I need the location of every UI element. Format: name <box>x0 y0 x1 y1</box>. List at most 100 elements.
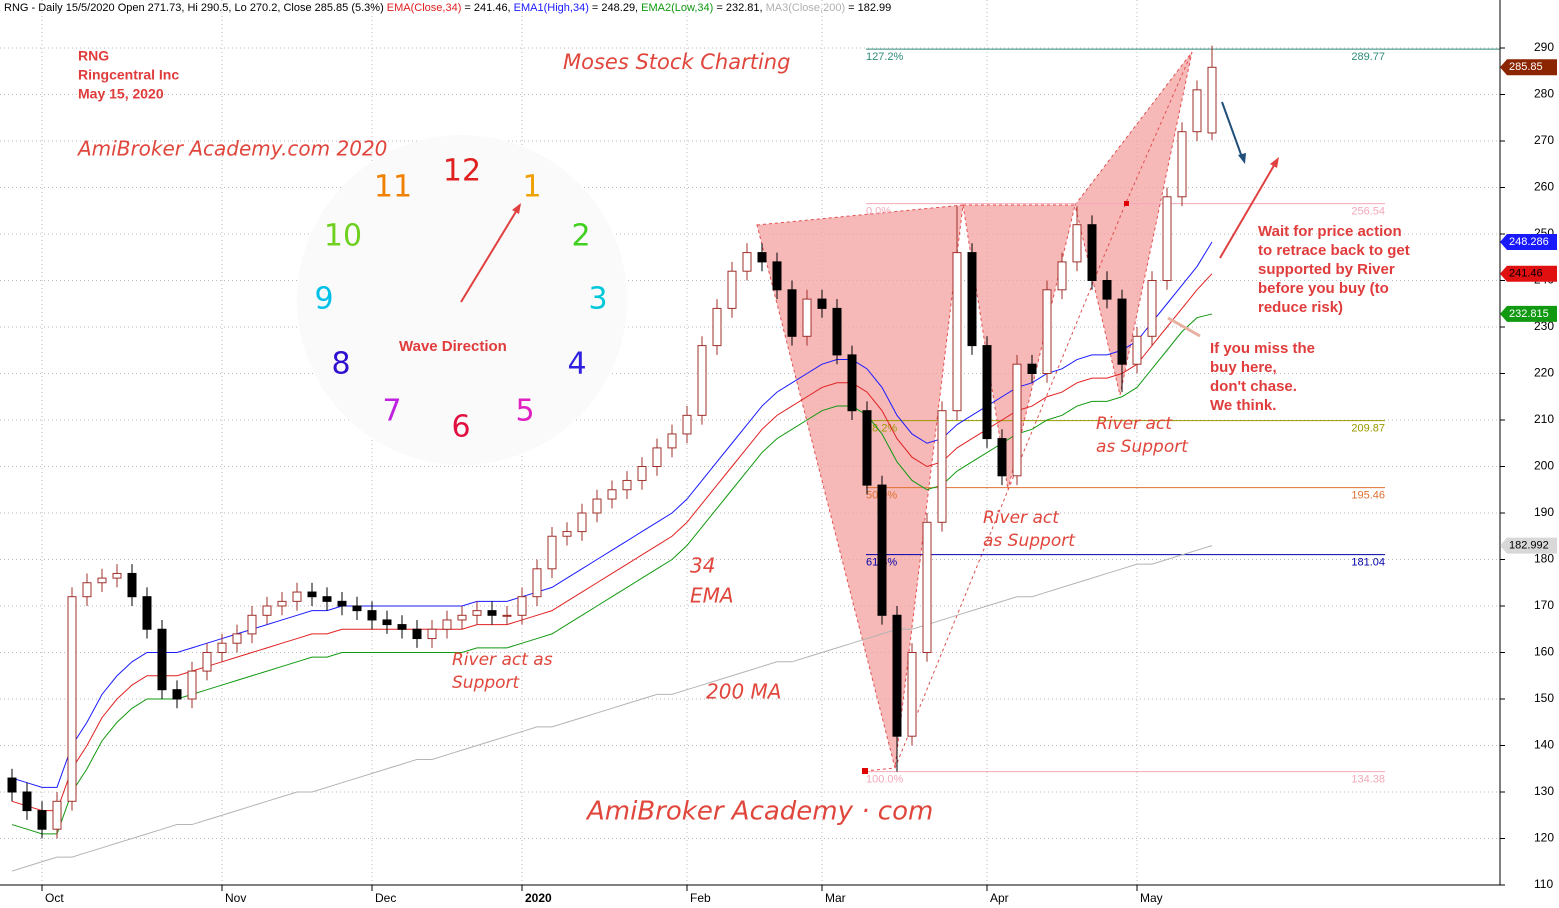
header-part: EMA(Close,34) <box>387 2 462 14</box>
price-tag <box>1500 305 1557 322</box>
candle-body <box>802 298 812 337</box>
candle-body <box>742 252 752 272</box>
y-tick-label: 170 <box>1534 598 1554 612</box>
candle-body <box>382 619 392 626</box>
fib-label: 0.0% <box>866 205 891 217</box>
candle-body <box>187 670 197 700</box>
note-line: supported by River <box>1258 261 1395 278</box>
candle-body <box>502 614 512 617</box>
candle-body <box>967 252 977 347</box>
candle-body <box>892 614 902 737</box>
candle-body <box>217 642 227 654</box>
candle-body <box>232 633 242 644</box>
candle-body <box>922 521 932 653</box>
candle-body <box>592 498 602 514</box>
clock-number: 7 <box>382 394 401 429</box>
candle-body <box>622 479 632 491</box>
site: AmiBroker Academy.com 2020 <box>76 137 387 161</box>
price-tag <box>1500 59 1557 76</box>
candle-body <box>817 298 827 309</box>
note-line: We think. <box>1210 397 1276 414</box>
x-tick-label: Nov <box>225 891 246 905</box>
fib-value: 134.38 <box>1351 774 1385 786</box>
arrow <box>1219 161 1277 259</box>
candle-body <box>1072 224 1082 263</box>
candle-body <box>862 410 872 486</box>
y-tick-label: 190 <box>1534 505 1554 519</box>
candle-body <box>1132 335 1142 365</box>
candle-body <box>832 307 842 356</box>
candle-body <box>397 624 407 630</box>
note-line: reduce risk) <box>1258 299 1343 316</box>
candle-body <box>367 610 377 621</box>
candle-body <box>757 252 767 263</box>
indicator-line <box>11 545 1213 872</box>
company: Ringcentral Inc <box>78 67 179 83</box>
arrow <box>1221 101 1244 161</box>
pattern <box>1074 51 1193 396</box>
candle-body <box>472 610 482 616</box>
candle-body <box>1177 131 1187 198</box>
candle-body <box>547 535 557 570</box>
candle-body <box>172 689 182 700</box>
candle-body <box>82 582 92 598</box>
header-part: EMA1(High,34) <box>514 2 589 14</box>
header-part: = 241.46, <box>461 2 513 14</box>
candle-body <box>457 614 467 621</box>
candle-body <box>997 438 1007 477</box>
annotation: 34 <box>690 554 715 578</box>
y-tick-label: 200 <box>1534 459 1554 473</box>
candle-body <box>442 619 452 630</box>
candle-body <box>682 414 692 435</box>
pattern <box>756 204 964 769</box>
y-tick-label: 260 <box>1534 180 1554 194</box>
indicator-line <box>11 241 1213 788</box>
candle-body <box>487 610 497 616</box>
clock-number: 8 <box>331 347 350 382</box>
clock-number: 10 <box>324 219 362 254</box>
header-part: = 248.29, <box>589 2 641 14</box>
candle-body <box>517 596 527 616</box>
header-part: MA3(Close,200) <box>766 2 845 14</box>
title: Moses Stock Charting <box>563 50 790 74</box>
candle-body <box>322 596 332 602</box>
y-tick-label: 230 <box>1534 319 1554 333</box>
candle-body <box>982 345 992 440</box>
x-tick-label: Feb <box>690 891 711 905</box>
clock-number: 12 <box>443 154 481 189</box>
header-part: = 182.99 <box>845 2 891 14</box>
candle-body <box>307 591 317 598</box>
candle-body <box>157 628 167 691</box>
clock: 12 1 2 3 4 5 6 7 8 9 10 11 <box>314 154 607 445</box>
clock-number: 1 <box>522 170 541 205</box>
note: Wait for price action to retrace back to … <box>1258 223 1410 316</box>
marker <box>862 768 868 774</box>
price-tag-label: 248.286 <box>1509 236 1549 248</box>
candle-body <box>727 270 737 309</box>
note-line: before you buy (to <box>1258 280 1389 297</box>
clock-number: 2 <box>571 219 590 254</box>
candles <box>7 45 1217 839</box>
fib-value: 209.87 <box>1351 423 1385 435</box>
candle-body <box>787 289 797 337</box>
candle-body <box>847 354 857 412</box>
arrow-head <box>1238 153 1246 164</box>
candle-body <box>352 605 362 612</box>
candle-body <box>112 572 122 579</box>
x-tick-label: Oct <box>45 891 64 905</box>
lines <box>11 241 1213 872</box>
axes: 1101201301401501601701801902002102202302… <box>41 40 1557 905</box>
x-tick-label: May <box>1140 891 1163 905</box>
candle-body <box>652 447 662 467</box>
candle-body <box>952 252 962 412</box>
clock-number: 3 <box>588 282 607 317</box>
candle-body <box>637 466 647 481</box>
clock-number: 5 <box>515 394 534 429</box>
fib-label: 100.0% <box>866 774 904 786</box>
candle-body <box>142 596 152 630</box>
note-line: to retrace back to get <box>1258 242 1410 259</box>
candle-body <box>1102 280 1112 300</box>
x-tick-label: Mar <box>825 891 846 905</box>
candle-body <box>1027 363 1037 375</box>
